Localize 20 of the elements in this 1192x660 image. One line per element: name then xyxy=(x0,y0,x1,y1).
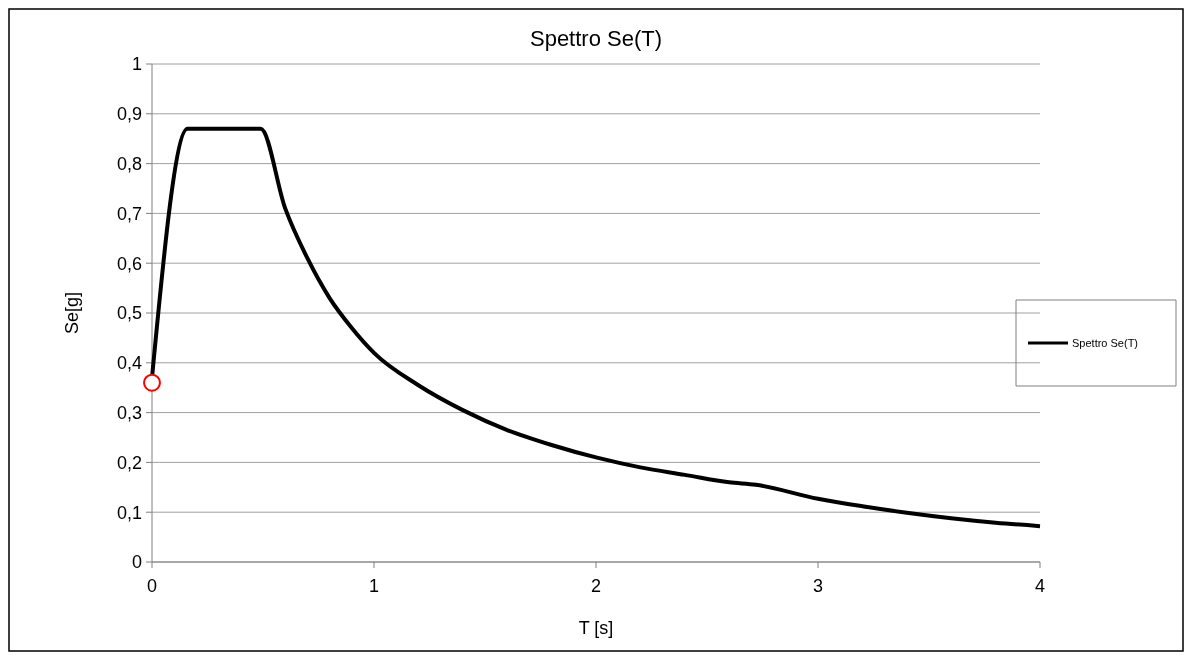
y-tick-label: 0,6 xyxy=(116,253,142,274)
x-tick-label: 1 xyxy=(368,576,380,596)
x-tick-label: 4 xyxy=(1034,576,1046,596)
y-tick-label: 0,9 xyxy=(116,104,142,125)
y-tick-label: 0,8 xyxy=(116,153,142,174)
y-tick-label: 0,5 xyxy=(116,303,142,324)
y-tick-label: 1 xyxy=(131,54,142,75)
legend-label: Spettro Se(T) xyxy=(1072,336,1139,349)
x-axis-title: T [s] xyxy=(578,618,614,638)
y-tick-label: 0,7 xyxy=(116,203,142,224)
y-tick-label: 0 xyxy=(131,552,142,573)
y-tick-label: 0,1 xyxy=(116,502,142,523)
x-tick-label: 3 xyxy=(812,576,824,596)
y-axis-title: Se[g] xyxy=(62,291,82,335)
x-tick-label: 0 xyxy=(146,576,158,596)
y-tick-label: 0,2 xyxy=(116,452,142,473)
x-tick-label: 2 xyxy=(590,576,602,596)
chart-title: Spettro Se(T) xyxy=(529,26,663,51)
y-tick-label: 0,3 xyxy=(116,402,142,423)
y-tick-label: 0,4 xyxy=(116,353,142,374)
